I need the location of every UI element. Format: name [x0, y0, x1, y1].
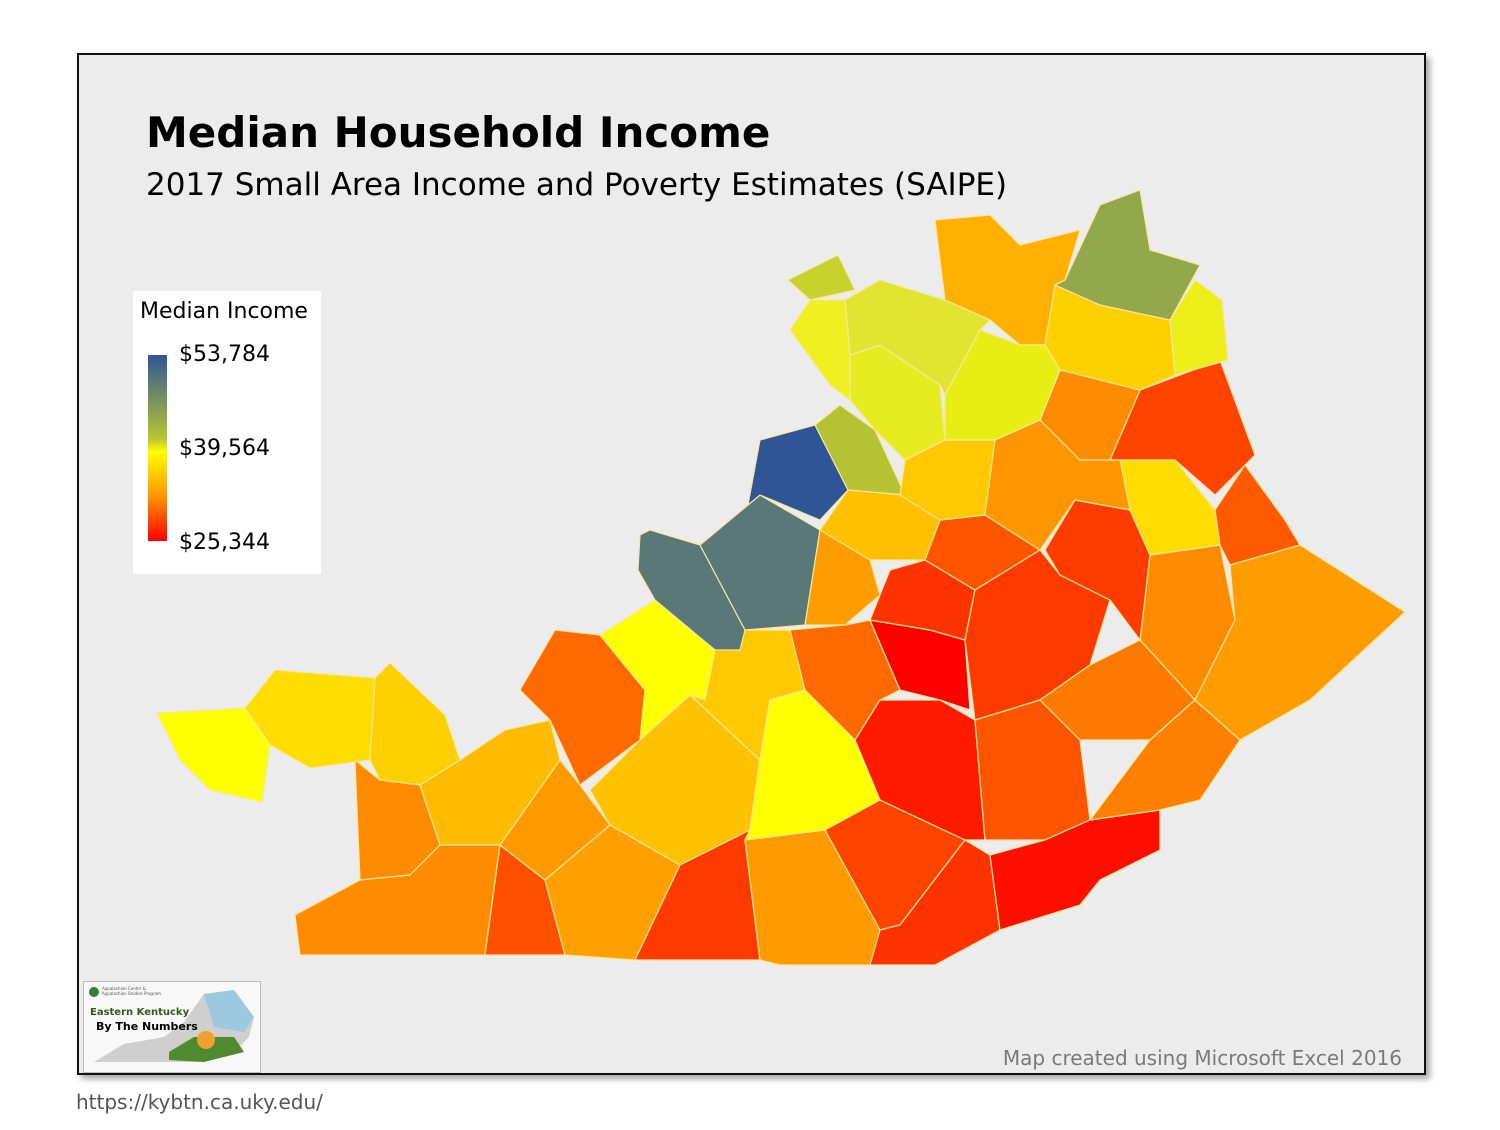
logo-line2: By The Numbers	[96, 1020, 198, 1033]
county[interactable]	[637, 529, 746, 651]
legend-title: Median Income	[140, 299, 308, 324]
county[interactable]	[789, 619, 901, 741]
county[interactable]	[1109, 359, 1256, 496]
logo-line1: Eastern Kentucky	[90, 1007, 190, 1018]
county[interactable]	[844, 279, 991, 396]
county[interactable]	[1194, 544, 1406, 741]
color-legend: Median Income $53,784 $39,564 $25,344	[133, 291, 321, 574]
county[interactable]	[789, 299, 851, 401]
county[interactable]	[804, 529, 881, 626]
map-credit: Map created using Microsoft Excel 2016	[1002, 1046, 1402, 1070]
kybtn-logo[interactable]: Appalachian Center & Appalachian Studies…	[83, 981, 261, 1073]
county[interactable]	[989, 809, 1161, 931]
county[interactable]	[1054, 189, 1201, 321]
source-url[interactable]: https://kybtn.ca.uky.edu/	[76, 1090, 323, 1114]
county[interactable]	[369, 662, 461, 786]
legend-max-label: $53,784	[179, 342, 270, 367]
county-shapes	[156, 189, 1406, 966]
map-title: Median Household Income	[146, 108, 771, 157]
legend-gradient-bar	[148, 355, 167, 541]
kentucky-outline-icon	[89, 987, 254, 1062]
county[interactable]	[814, 404, 906, 496]
county[interactable]	[156, 707, 271, 803]
legend-mid-label: $39,564	[179, 436, 270, 461]
county[interactable]	[1169, 279, 1229, 376]
logo-org: Appalachian Center & Appalachian Studies…	[102, 986, 161, 996]
map-subtitle: 2017 Small Area Income and Poverty Estim…	[146, 167, 1008, 203]
county[interactable]	[787, 254, 856, 301]
legend-min-label: $25,344	[179, 530, 270, 555]
